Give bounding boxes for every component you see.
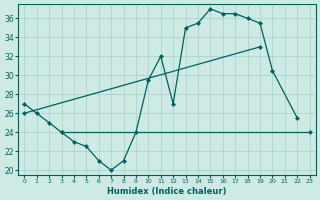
X-axis label: Humidex (Indice chaleur): Humidex (Indice chaleur) — [107, 187, 227, 196]
